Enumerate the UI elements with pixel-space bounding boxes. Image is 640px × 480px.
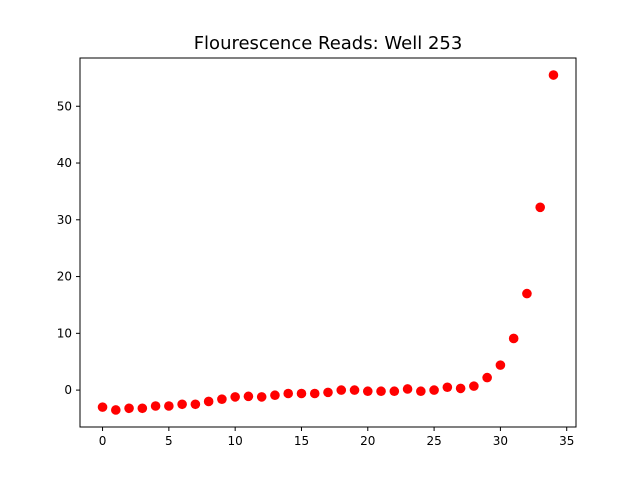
y-tick-label: 30: [57, 213, 72, 227]
data-point: [230, 392, 240, 402]
data-point: [150, 401, 161, 411]
chart-title: Flourescence Reads: Well 253: [194, 33, 463, 54]
x-tick-label: 25: [426, 434, 441, 448]
x-tick-label: 20: [360, 434, 375, 448]
x-axis: 0 5 10 15 20 25 30 35: [99, 427, 574, 448]
y-tick-label: 0: [64, 383, 72, 397]
y-tick-label: 50: [57, 99, 72, 113]
data-point: [111, 405, 121, 415]
data-point: [97, 402, 108, 412]
data-point: [296, 388, 307, 399]
x-tick-label: 0: [99, 434, 107, 448]
data-point: [508, 333, 519, 344]
data-point: [389, 386, 400, 397]
data-point: [495, 360, 506, 370]
data-point: [469, 381, 479, 391]
y-axis: 0 10 20 30 40 50: [57, 99, 80, 397]
x-tick-label: 10: [228, 434, 243, 448]
data-point: [323, 387, 333, 398]
data-point: [270, 390, 280, 401]
data-point: [217, 394, 227, 404]
data-point: [482, 372, 492, 383]
data-point: [455, 383, 466, 394]
y-tick-label: 40: [57, 156, 72, 170]
data-point: [283, 388, 294, 399]
data-point: [442, 382, 453, 393]
y-tick-label: 10: [57, 326, 72, 340]
data-point: [190, 399, 201, 410]
axes-frame: [79, 57, 577, 428]
data-point: [256, 392, 267, 402]
y-tick-label: 20: [57, 270, 72, 284]
data-point: [402, 384, 413, 394]
data-point: [137, 403, 148, 414]
data-point: [548, 70, 559, 80]
data-point: [164, 401, 174, 411]
x-tick-label: 5: [165, 434, 173, 448]
data-point: [535, 202, 545, 213]
data-point: [349, 385, 360, 395]
data-point: [203, 396, 214, 407]
data-point: [522, 288, 532, 299]
x-tick-label: 35: [559, 434, 574, 448]
data-point: [309, 388, 320, 399]
x-tick-label: 30: [493, 434, 508, 448]
data-point: [336, 385, 347, 395]
data-points: [97, 70, 559, 415]
data-point: [429, 385, 439, 395]
data-point: [362, 386, 373, 397]
data-point: [124, 403, 134, 414]
data-point: [243, 391, 254, 402]
data-point: [416, 386, 426, 397]
data-point: [376, 386, 386, 397]
data-point: [177, 399, 187, 410]
x-tick-label: 15: [294, 434, 309, 448]
